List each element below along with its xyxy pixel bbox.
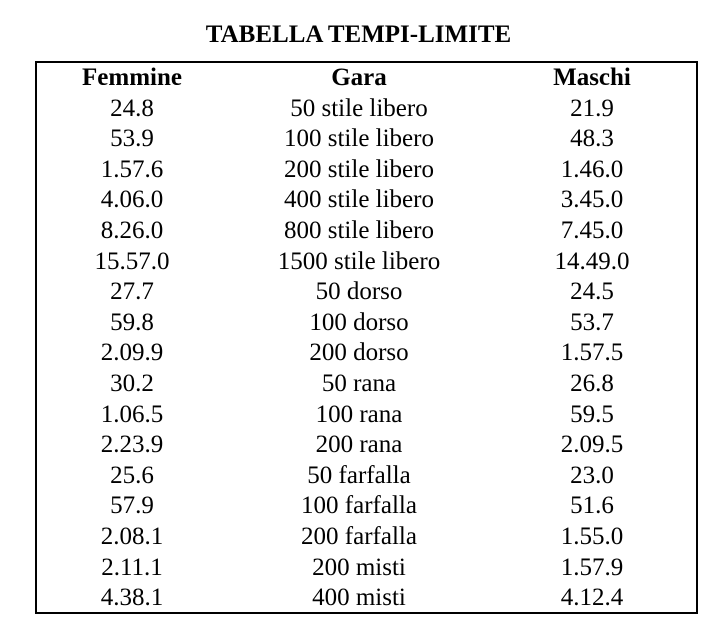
- event-name: 50 dorso: [315, 278, 403, 306]
- event-name: 100 stile libero: [284, 125, 434, 153]
- table-row: 24.8 50 stile libero 21.9: [37, 94, 696, 125]
- table-row: 30.2 50 rana 26.8: [37, 369, 696, 400]
- female-time: 25.6: [110, 461, 154, 489]
- event-name: 100 rana: [315, 400, 403, 428]
- female-time: 2.11.1: [101, 553, 163, 581]
- male-time: 7.45.0: [560, 217, 624, 244]
- female-time: 30.2: [110, 370, 154, 397]
- table-row: 15.57.0 1500 stile libero 14.49.0: [37, 247, 696, 278]
- male-time: 48.3: [570, 125, 614, 153]
- female-time: 53.9: [110, 125, 154, 153]
- table-title: TABELLA TEMPI-LIMITE: [205, 21, 512, 48]
- male-time: 21.9: [570, 94, 614, 122]
- male-time: 4.12.4: [560, 584, 624, 612]
- table-row: 1.06.5 100 rana 59.5: [37, 400, 696, 431]
- female-time: 1.06.5: [100, 400, 164, 428]
- male-time: 59.5: [570, 400, 614, 428]
- table-header-row: Femmine Gara Maschi: [37, 63, 696, 94]
- female-time: 27.7: [110, 278, 154, 306]
- female-time: 15.57.0: [94, 247, 170, 275]
- female-time: 2.23.9: [100, 431, 164, 459]
- female-time: 4.38.1: [100, 584, 164, 612]
- table-row: 57.9 100 farfalla 51.6: [37, 491, 696, 522]
- event-name: 400 stile libero: [284, 186, 434, 214]
- male-time: 26.8: [570, 370, 614, 397]
- table-row: 4.06.0 400 stile libero 3.45.0: [37, 185, 696, 216]
- header-event: Gara: [331, 64, 387, 91]
- female-time: 1.57.6: [100, 155, 164, 183]
- table-row: 2.09.9 200 dorso 1.57.5: [37, 338, 696, 369]
- event-name: 100 dorso: [309, 308, 409, 336]
- male-time: 24.5: [570, 278, 614, 306]
- time-limits-table: Femmine Gara Maschi 24.8 50 stile libero 2…: [35, 61, 698, 614]
- female-time: 4.06.0: [100, 186, 164, 214]
- male-time: 51.6: [570, 492, 614, 520]
- event-name: 800 stile libero: [284, 217, 434, 244]
- table-row: 8.26.0 800 stile libero 7.45.0: [37, 216, 696, 247]
- male-time: 2.09.5: [560, 431, 624, 459]
- female-time: 2.09.9: [100, 339, 164, 367]
- table-row: 25.6 50 farfalla 23.0: [37, 461, 696, 492]
- table-row: 4.38.1 400 misti 4.12.4: [37, 583, 696, 614]
- male-time: 14.49.0: [554, 247, 630, 275]
- female-time: 24.8: [110, 94, 154, 122]
- male-time: 23.0: [570, 461, 614, 489]
- event-name: 50 farfalla: [307, 461, 411, 489]
- female-time: 2.08.1: [100, 523, 164, 550]
- header-female: Femmine: [82, 64, 182, 91]
- table-row: 27.7 50 dorso 24.5: [37, 277, 696, 308]
- table-row: 59.8 100 dorso 53.7: [37, 308, 696, 339]
- header-male: Maschi: [553, 64, 631, 91]
- event-name: 400 misti: [312, 584, 406, 612]
- table-row: 2.11.1 200 misti 1.57.9: [37, 553, 696, 584]
- female-time: 57.9: [110, 492, 154, 520]
- table-row: 2.23.9 200 rana 2.09.5: [37, 430, 696, 461]
- event-name: 200 rana: [315, 431, 403, 459]
- event-name: 200 misti: [312, 553, 406, 581]
- male-time: 3.45.0: [560, 186, 624, 214]
- event-name: 50 rana: [321, 370, 397, 397]
- male-time: 1.57.5: [560, 339, 624, 367]
- table-row: 2.08.1 200 farfalla 1.55.0: [37, 522, 696, 553]
- event-name: 1500 stile libero: [277, 247, 441, 275]
- female-time: 8.26.0: [100, 217, 164, 244]
- event-name: 50 stile libero: [290, 94, 428, 122]
- male-time: 1.57.9: [560, 553, 624, 581]
- male-time: 1.46.0: [560, 155, 624, 183]
- event-name: 200 farfalla: [301, 523, 417, 550]
- event-name: 200 stile libero: [284, 155, 434, 183]
- table-row: 1.57.6 200 stile libero 1.46.0: [37, 155, 696, 186]
- male-time: 1.55.0: [560, 523, 624, 550]
- table-row: 53.9 100 stile libero 48.3: [37, 124, 696, 155]
- female-time: 59.8: [110, 308, 154, 336]
- event-name: 200 dorso: [309, 339, 409, 367]
- male-time: 53.7: [570, 308, 614, 336]
- event-name: 100 farfalla: [301, 492, 417, 520]
